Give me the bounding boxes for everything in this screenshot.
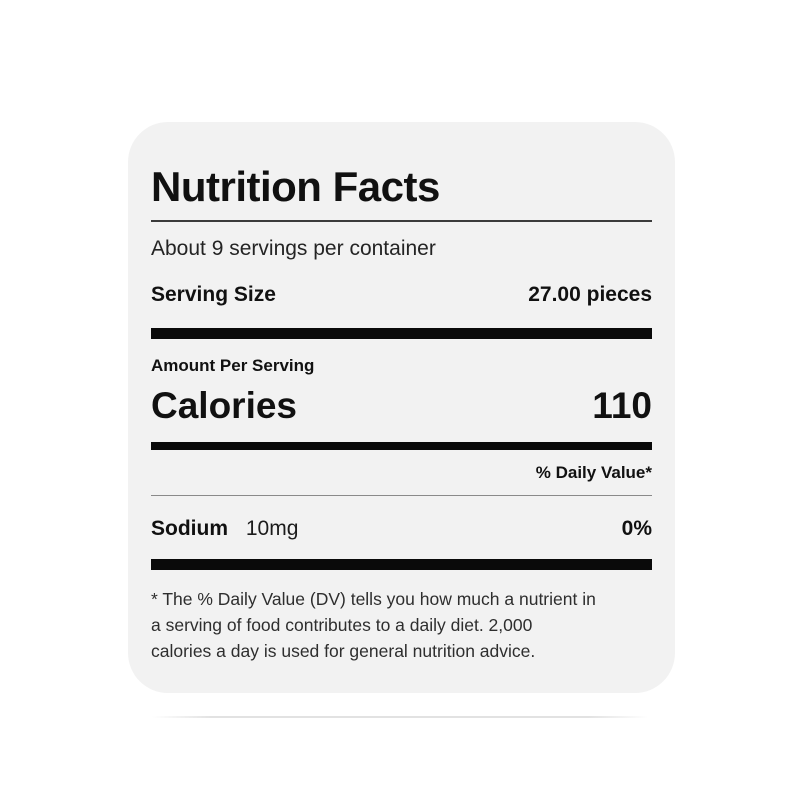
- calories-value: 110: [592, 385, 652, 426]
- title-divider: [151, 220, 652, 222]
- footnote: * The % Daily Value (DV) tells you how m…: [151, 586, 652, 664]
- nutrient-divider: [151, 495, 652, 496]
- footnote-line-2: a serving of food contributes to a daily…: [151, 615, 533, 635]
- nutrient-name-amount: Sodium 10mg: [151, 516, 298, 542]
- serving-size-row: Serving Size 27.00 pieces: [151, 282, 652, 308]
- daily-value-header: % Daily Value*: [535, 463, 652, 482]
- label-title: Nutrition Facts: [151, 163, 440, 210]
- nutrient-amount: 10mg: [245, 517, 299, 540]
- separator-bar-thick-bottom: [151, 559, 652, 570]
- nutrition-facts-label: Nutrition Facts About 9 servings per con…: [128, 122, 675, 693]
- footnote-line-3: calories a day is used for general nutri…: [151, 641, 536, 661]
- separator-bar-medium: [151, 442, 652, 450]
- serving-size-value: 27.00 pieces: [528, 283, 652, 306]
- nutrient-daily-value: 0%: [621, 517, 652, 540]
- footnote-line-1: * The % Daily Value (DV) tells you how m…: [151, 589, 596, 609]
- nutrient-name: Sodium: [151, 517, 228, 540]
- calories-row: Calories 110: [151, 384, 652, 428]
- calories-label: Calories: [151, 385, 298, 426]
- amount-per-serving-label: Amount Per Serving: [151, 356, 315, 375]
- divider-below-card: [152, 716, 648, 718]
- servings-per-container: About 9 servings per container: [151, 237, 436, 260]
- separator-bar-thick-top: [151, 328, 652, 339]
- serving-size-label: Serving Size: [151, 283, 276, 306]
- nutrient-row-sodium: Sodium 10mg 0%: [151, 516, 652, 542]
